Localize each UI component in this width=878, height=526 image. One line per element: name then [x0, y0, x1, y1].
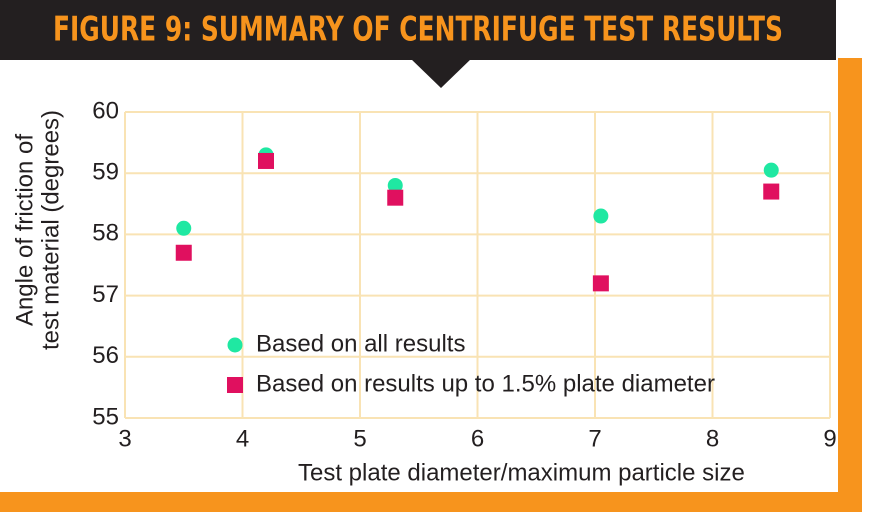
y-tick-label: 57: [92, 281, 119, 308]
y-tick-label: 59: [92, 159, 119, 186]
point: [593, 208, 609, 224]
frame-right: [838, 58, 862, 512]
x-tick-label: 7: [588, 425, 601, 452]
x-tick-label: 6: [471, 425, 484, 452]
legend-marker: [227, 337, 243, 353]
legend-marker: [227, 377, 243, 393]
chart-title: FIGURE 9: SUMMARY OF CENTRIFUGE TEST RES…: [53, 10, 783, 50]
point: [258, 152, 274, 169]
point: [175, 244, 192, 261]
legend-label: Based on all results: [256, 330, 465, 357]
y-tick-label: 56: [92, 342, 119, 369]
x-tick-label: 9: [823, 425, 836, 452]
x-tick-label: 8: [706, 425, 719, 452]
y-axis-label: test material (degrees): [37, 110, 64, 350]
y-tick-label: 60: [92, 97, 119, 124]
point: [592, 275, 609, 292]
point: [387, 189, 404, 206]
title-banner: [0, 0, 836, 60]
y-tick-label: 58: [92, 220, 119, 247]
point: [763, 183, 780, 200]
y-tick-label: 55: [92, 403, 119, 430]
x-tick-label: 5: [353, 425, 366, 452]
frame-bottom: [0, 492, 862, 512]
legend-label: Based on results up to 1.5% plate diamet…: [256, 370, 715, 397]
point: [387, 177, 403, 193]
banner-pointer: [410, 58, 472, 88]
point: [763, 162, 779, 178]
x-tick-label: 4: [236, 425, 249, 452]
x-axis-label: Test plate diameter/maximum particle siz…: [298, 459, 745, 486]
point: [176, 220, 192, 236]
y-axis-label: Angle of friction of: [11, 134, 38, 326]
x-tick-label: 3: [118, 425, 131, 452]
